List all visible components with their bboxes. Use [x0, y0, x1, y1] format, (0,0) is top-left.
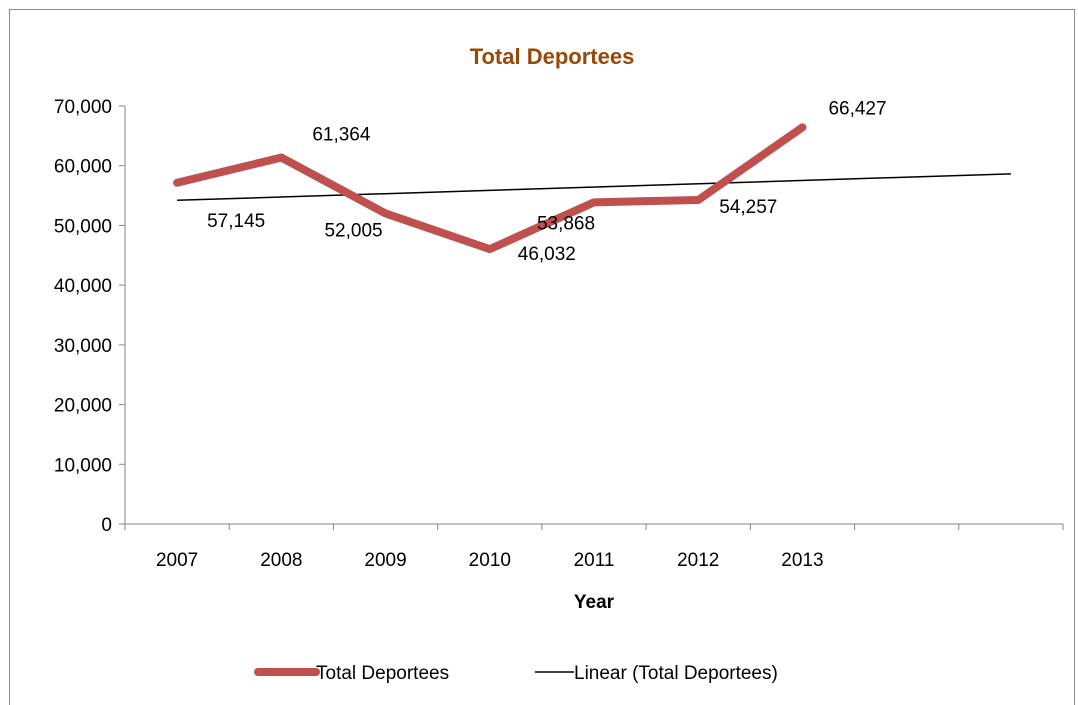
x-tick-label: 2011 — [574, 550, 615, 571]
x-tick-label: 2013 — [781, 550, 823, 571]
y-tick-label: 60,000 — [54, 157, 112, 178]
x-tick-label: 2010 — [469, 550, 511, 571]
data-label: 57,145 — [207, 211, 265, 232]
data-label: 66,427 — [828, 98, 886, 119]
trendline-layer — [177, 173, 1011, 202]
data-label: 53,868 — [537, 213, 595, 234]
data-label: 54,257 — [719, 197, 777, 218]
legend: Total Deportees Linear (Total Deportees) — [254, 663, 778, 684]
data-point — [280, 157, 282, 159]
chart-title: Total Deportees — [470, 44, 635, 69]
x-axis: 2007 2008 2009 2010 2011 2012 2013 — [124, 523, 1064, 571]
y-tick-label: 50,000 — [54, 216, 112, 237]
chart-frame — [9, 9, 1075, 705]
y-tick-label: 30,000 — [54, 336, 112, 357]
data-label-layer: 57,145 61,364 52,005 46,032 53,868 54,257 66,4… — [207, 98, 886, 265]
y-tick-label: 0 — [101, 515, 112, 536]
data-point — [489, 248, 491, 250]
legend-label-series: Total Deportees — [316, 663, 449, 684]
data-label: 52,005 — [324, 220, 382, 241]
x-axis-title: Year — [574, 592, 615, 613]
trendline — [177, 173, 1011, 202]
data-point — [176, 182, 178, 184]
series-layer — [173, 123, 807, 254]
series-line-total-deportees — [173, 123, 807, 254]
x-tick-label: 2012 — [677, 550, 719, 571]
x-tick-label: 2008 — [260, 550, 302, 571]
data-point — [801, 126, 803, 128]
y-tick-label: 20,000 — [54, 396, 112, 417]
x-tick-label: 2007 — [156, 550, 198, 571]
y-tick-label: 40,000 — [54, 276, 112, 297]
data-point — [593, 201, 595, 203]
data-point — [385, 212, 387, 214]
data-label: 46,032 — [518, 244, 576, 265]
data-point — [697, 199, 699, 201]
y-tick-label: 70,000 — [54, 97, 112, 118]
x-tick-label: 2009 — [364, 550, 406, 571]
legend-label-trendline: Linear (Total Deportees) — [574, 663, 778, 684]
y-axis: 0 10,000 20,000 30,000 40,000 50,000 60,000 70,… — [54, 97, 126, 536]
y-tick-label: 10,000 — [54, 455, 112, 476]
data-label: 61,364 — [312, 125, 371, 146]
